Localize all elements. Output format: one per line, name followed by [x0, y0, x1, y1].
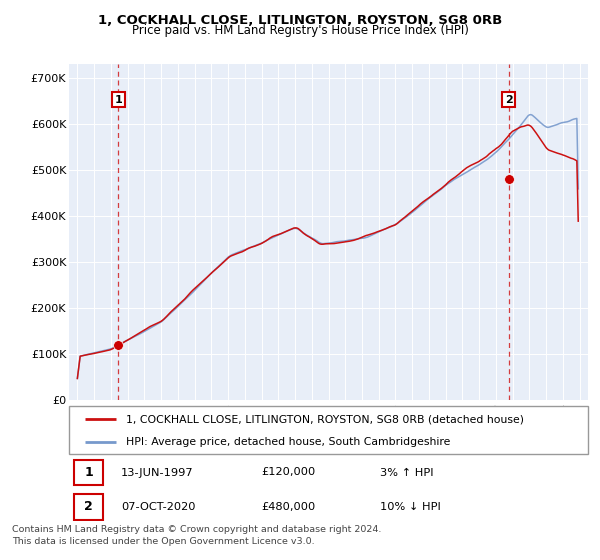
Text: 10% ↓ HPI: 10% ↓ HPI [380, 502, 441, 512]
Text: 2: 2 [84, 500, 93, 513]
Text: £480,000: £480,000 [261, 502, 315, 512]
Text: Contains HM Land Registry data © Crown copyright and database right 2024.
This d: Contains HM Land Registry data © Crown c… [12, 525, 382, 546]
Text: 3% ↑ HPI: 3% ↑ HPI [380, 468, 434, 478]
FancyBboxPatch shape [69, 406, 588, 454]
Text: 13-JUN-1997: 13-JUN-1997 [121, 468, 194, 478]
FancyBboxPatch shape [74, 494, 103, 520]
Text: 07-OCT-2020: 07-OCT-2020 [121, 502, 196, 512]
Text: 2: 2 [505, 95, 512, 105]
Text: £120,000: £120,000 [261, 468, 315, 478]
Text: Price paid vs. HM Land Registry's House Price Index (HPI): Price paid vs. HM Land Registry's House … [131, 24, 469, 36]
Text: 1: 1 [115, 95, 122, 105]
FancyBboxPatch shape [74, 460, 103, 486]
Text: 1, COCKHALL CLOSE, LITLINGTON, ROYSTON, SG8 0RB (detached house): 1, COCKHALL CLOSE, LITLINGTON, ROYSTON, … [126, 414, 524, 424]
Text: HPI: Average price, detached house, South Cambridgeshire: HPI: Average price, detached house, Sout… [126, 437, 451, 447]
Text: 1, COCKHALL CLOSE, LITLINGTON, ROYSTON, SG8 0RB: 1, COCKHALL CLOSE, LITLINGTON, ROYSTON, … [98, 14, 502, 27]
Text: 1: 1 [84, 466, 93, 479]
